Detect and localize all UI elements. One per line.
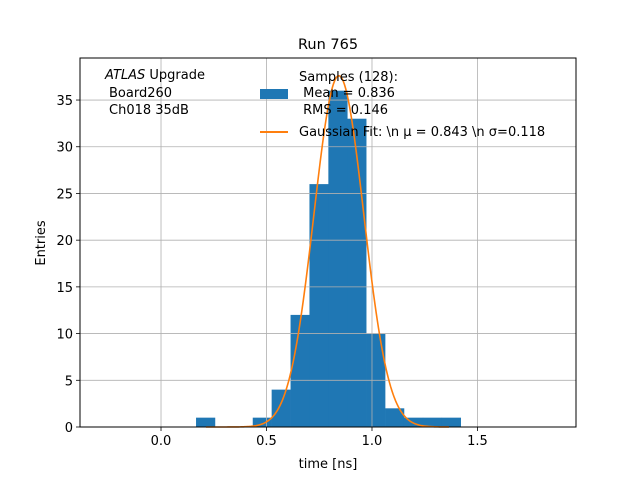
legend-samples-line: Samples (128): bbox=[299, 70, 398, 85]
x-tick-label: 1.5 bbox=[467, 434, 488, 449]
histogram-bar bbox=[196, 417, 216, 427]
legend-histogram-swatch bbox=[260, 89, 288, 99]
svg-text:ATLAS Upgrade: ATLAS Upgrade bbox=[104, 68, 205, 83]
histogram-bar bbox=[290, 314, 310, 427]
y-tick-label: 0 bbox=[65, 421, 73, 436]
axes-frame bbox=[79, 57, 577, 428]
histogram-bar bbox=[441, 417, 461, 427]
y-tick-label: 30 bbox=[56, 141, 73, 156]
y-tick-label: 25 bbox=[56, 187, 73, 202]
x-axis-label: time [ns] bbox=[299, 457, 358, 472]
board-label: Board260 bbox=[109, 86, 172, 101]
x-tick-label: 0.0 bbox=[151, 434, 172, 449]
y-tick-label: 20 bbox=[56, 234, 73, 249]
chart-title: Run 765 bbox=[298, 37, 358, 53]
histogram-bar bbox=[328, 90, 348, 428]
histogram-bar bbox=[422, 417, 443, 427]
legend-fit-line: Gaussian Fit: \n μ = 0.843 \n σ=0.118 bbox=[299, 125, 545, 140]
legend: Samples (128): Mean = 0.836 RMS = 0.146 … bbox=[260, 70, 545, 140]
y-axis-ticks: 0 5 10 15 20 25 30 35 bbox=[56, 94, 80, 436]
grid-lines bbox=[80, 58, 576, 428]
histogram-bar bbox=[252, 417, 272, 427]
channel-label: Ch018 35dB bbox=[109, 103, 189, 118]
atlas-label: ATLAS bbox=[104, 68, 145, 83]
histogram-bars bbox=[196, 90, 461, 428]
legend-mean-line: Mean = 0.836 bbox=[299, 86, 395, 101]
x-tick-label: 0.5 bbox=[256, 434, 277, 449]
y-tick-label: 35 bbox=[56, 94, 73, 109]
y-tick-label: 10 bbox=[56, 328, 73, 343]
atlas-annotation: ATLAS Upgrade Board260 Ch018 35dB bbox=[104, 68, 205, 118]
histogram-bar bbox=[309, 184, 329, 427]
x-axis-ticks: 0.0 0.5 1.0 1.5 bbox=[151, 427, 488, 449]
histogram-bar bbox=[347, 118, 367, 427]
histogram-bar bbox=[385, 408, 405, 427]
upgrade-label: Upgrade bbox=[145, 68, 205, 83]
histogram-bar bbox=[271, 389, 291, 427]
legend-rms-line: RMS = 0.146 bbox=[299, 103, 388, 118]
x-tick-label: 1.0 bbox=[362, 434, 383, 449]
y-tick-label: 15 bbox=[56, 281, 73, 296]
y-axis-label: Entries bbox=[34, 220, 49, 266]
y-tick-label: 5 bbox=[65, 374, 73, 389]
